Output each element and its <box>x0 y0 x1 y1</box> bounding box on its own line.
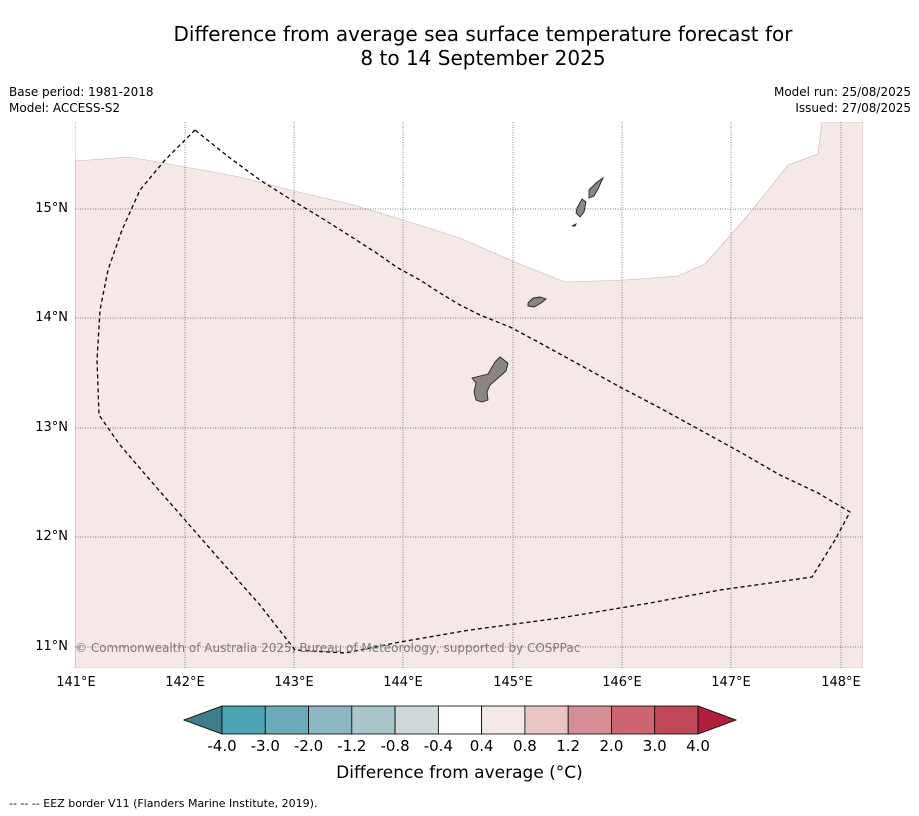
colorbar-tick-label: 2.0 <box>599 737 624 755</box>
eez-legend-text: -- -- -- EEZ border V11 (Flanders Marine… <box>9 797 318 810</box>
model-run-text: Model run: 25/08/2025 <box>773 85 911 99</box>
colorbar-segment <box>394 705 439 735</box>
colorbar-tick-label: 1.2 <box>556 737 581 755</box>
rota-island <box>527 296 547 308</box>
colorbar-segment <box>221 705 266 735</box>
colorbar-tick-label: -4.0 <box>207 737 237 755</box>
graticule <box>75 122 863 668</box>
lat-label-14n: 14°N <box>35 310 68 325</box>
lat-label-13n: 13°N <box>35 420 68 435</box>
colorbar-tick-label: 4.0 <box>686 737 710 755</box>
colorbar-high-extend <box>697 705 738 735</box>
map-area <box>75 122 863 668</box>
colorbar-segment <box>308 705 353 735</box>
sst-anomaly-region <box>75 122 863 668</box>
meta-right: Model run: 25/08/2025 Issued: 27/08/2025 <box>774 84 911 116</box>
eez-border <box>96 129 851 654</box>
lon-label-148e: 148°E <box>821 675 861 690</box>
colorbar-tick-label: -3.0 <box>250 737 280 755</box>
colorbar-segment <box>611 705 656 735</box>
lon-label-146e: 146°E <box>602 675 642 690</box>
lon-label-145e: 145°E <box>493 675 533 690</box>
lon-label-144e: 144°E <box>383 675 423 690</box>
colorbar-low-extend <box>182 705 223 735</box>
chart-title: Difference from average sea surface temp… <box>0 22 919 70</box>
title-line-1: Difference from average sea surface temp… <box>173 22 793 46</box>
colorbar-tick-label: -1.2 <box>337 737 367 755</box>
lat-label-15n: 15°N <box>35 201 68 216</box>
colorbar-tick-label: -2.0 <box>293 737 324 755</box>
saipan-island <box>588 176 605 199</box>
lat-label-12n: 12°N <box>35 529 68 544</box>
colorbar-segment <box>654 705 699 735</box>
colorbar-label: Difference from average (°C) <box>336 763 583 783</box>
meta-left: Base period: 1981-2018 Model: ACCESS-S2 <box>9 84 154 116</box>
colorbar-segment <box>437 705 483 735</box>
copyright-text: © Commonwealth of Australia 2025, Bureau… <box>75 641 581 655</box>
colorbar-segment <box>481 705 526 735</box>
tinian-island <box>575 198 587 218</box>
title-line-2: 8 to 14 September 2025 <box>360 46 606 70</box>
colorbar <box>182 705 738 735</box>
issued-text: Issued: 27/08/2025 <box>795 101 911 115</box>
colorbar-segment <box>524 705 569 735</box>
colorbar-tick-label: -0.4 <box>423 737 453 755</box>
colorbar-segment <box>567 705 612 735</box>
colorbar-tick-label: 3.0 <box>642 737 667 755</box>
colorbar-segment <box>351 705 396 735</box>
colorbar-tick-label: -0.8 <box>380 737 410 755</box>
model-text: Model: ACCESS-S2 <box>9 101 121 115</box>
colorbar-tick-label: 0.8 <box>512 737 537 755</box>
lat-label-11n: 11°N <box>35 639 68 654</box>
lon-label-141e: 141°E <box>56 675 96 690</box>
lon-label-142e: 142°E <box>165 675 205 690</box>
base-period-text: Base period: 1981-2018 <box>9 85 154 99</box>
aguijan-island <box>571 222 578 227</box>
lon-label-147e: 147°E <box>711 675 751 690</box>
colorbar-segment <box>264 705 309 735</box>
colorbar-tick-label: 0.4 <box>469 737 494 755</box>
guam-island <box>471 356 509 403</box>
lon-label-143e: 143°E <box>274 675 314 690</box>
